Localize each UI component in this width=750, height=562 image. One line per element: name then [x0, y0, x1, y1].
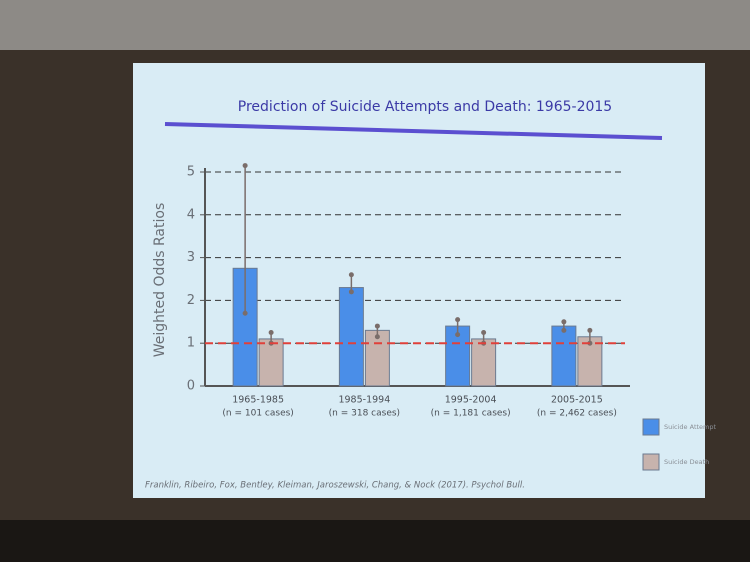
x-tick-label: 1995-2004	[445, 395, 497, 406]
bar	[577, 336, 603, 387]
title-rule	[164, 122, 663, 140]
x-tick-label: 1985-1994	[338, 395, 390, 406]
bar	[338, 287, 364, 387]
legend-label: Suicide Death	[664, 458, 709, 466]
bar	[258, 338, 284, 387]
sample-size: (n = 101 cases)	[222, 409, 293, 419]
error-cap	[374, 334, 380, 340]
error-cap	[455, 332, 461, 338]
slide	[133, 63, 705, 498]
y-axis-label: Weighted Odds Ratios	[152, 203, 168, 358]
x-tick-label: 2005-2015	[551, 395, 603, 406]
y-tick-label: 2	[187, 293, 195, 308]
legend-swatch	[642, 418, 660, 436]
sample-size: (n = 1,181 cases)	[431, 409, 511, 419]
ceiling	[0, 0, 750, 50]
y-tick-label: 1	[187, 336, 195, 351]
error-cap	[348, 289, 354, 295]
chart-title: Prediction of Suicide Attempts and Death…	[238, 99, 612, 115]
error-cap	[348, 272, 354, 278]
error-cap	[587, 327, 593, 333]
sample-size: (n = 2,462 cases)	[537, 409, 617, 419]
y-tick-label: 5	[187, 165, 195, 180]
sample-size: (n = 318 cases)	[329, 409, 400, 419]
error-cap	[242, 163, 248, 169]
error-cap	[455, 317, 461, 323]
legend-label: Suicide Attempt	[664, 423, 717, 431]
error-cap	[481, 330, 487, 335]
error-cap	[268, 330, 274, 335]
citation: Franklin, Ribeiro, Fox, Bentley, Kleiman…	[145, 481, 525, 491]
legend-swatch	[642, 453, 660, 471]
bar	[364, 329, 390, 387]
x-tick-label: 1965-1985	[232, 395, 284, 406]
y-tick-label: 4	[187, 207, 195, 222]
error-cap	[242, 310, 248, 316]
bar	[551, 325, 577, 387]
bar	[471, 338, 497, 387]
y-tick-label: 0	[187, 379, 195, 394]
error-cap	[374, 323, 380, 329]
error-cap	[561, 327, 567, 333]
y-tick-label: 3	[187, 250, 195, 265]
error-cap	[561, 319, 567, 325]
